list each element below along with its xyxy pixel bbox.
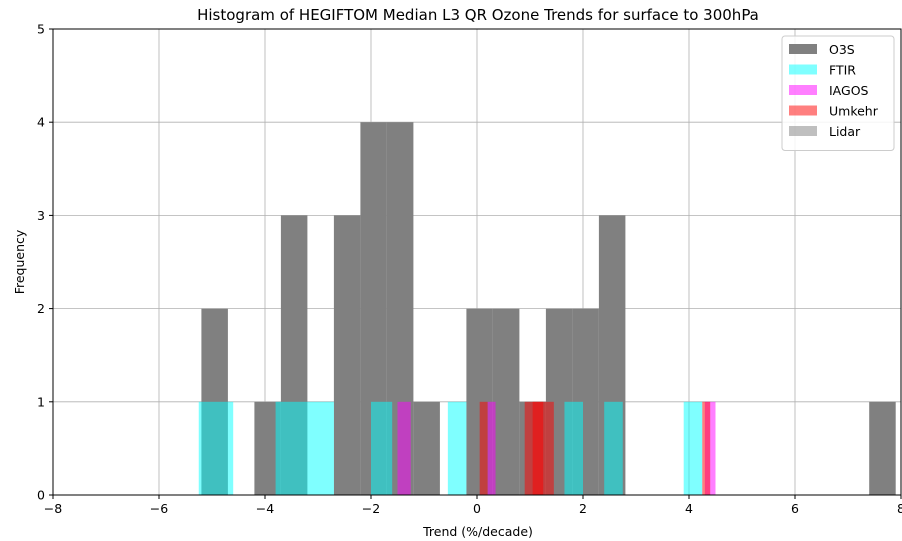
y-tick-label: 4 xyxy=(37,115,45,130)
bar-iagos xyxy=(487,401,496,495)
chart-title: Histogram of HEGIFTOM Median L3 QR Ozone… xyxy=(197,6,759,24)
x-tick-label: 2 xyxy=(579,501,587,516)
y-tick-label: 5 xyxy=(37,22,45,37)
bar-umkehr xyxy=(702,401,711,495)
x-tick-label: 4 xyxy=(685,501,693,516)
legend-swatch-lidar xyxy=(789,126,817,136)
bar-ftir xyxy=(564,401,583,495)
x-tick-label: −8 xyxy=(44,501,62,516)
legend-label-iagos: IAGOS xyxy=(829,83,869,98)
legend-label-lidar: Lidar xyxy=(829,124,861,139)
bar-iagos xyxy=(397,401,411,495)
bar-ftir xyxy=(447,401,467,495)
x-tick-label: 6 xyxy=(791,501,799,516)
y-tick-label: 3 xyxy=(37,208,45,223)
legend: O3S FTIR IAGOS Umkehr Lidar xyxy=(781,35,895,151)
legend-label-o3s: O3S xyxy=(829,42,855,57)
x-tick-label: −6 xyxy=(150,501,168,516)
bar-ftir xyxy=(371,401,393,495)
legend-label-ftir: FTIR xyxy=(829,63,856,78)
y-tick-label: 1 xyxy=(37,394,45,409)
x-tick-label: 8 xyxy=(897,501,902,516)
axis-ticks: −8 −6 −4 −2 0 2 4 6 8 0 1 2 3 4 5 xyxy=(37,22,902,517)
x-tick-label: −4 xyxy=(256,501,274,516)
legend-swatch-ftir xyxy=(789,64,817,75)
legend-label-umkehr: Umkehr xyxy=(829,104,879,119)
bar-umkehr xyxy=(479,401,488,495)
bar-ftir xyxy=(604,401,623,495)
legend-swatch-iagos xyxy=(789,85,817,95)
bar-umkehr xyxy=(532,401,544,495)
legend-swatch-umkehr xyxy=(789,105,817,116)
bar-o3s xyxy=(869,401,896,495)
legend-swatch-o3s xyxy=(789,44,817,54)
x-axis-label: Trend (%/decade) xyxy=(422,524,533,539)
bar-ftir xyxy=(198,401,234,495)
bar-ftir xyxy=(683,401,703,495)
x-tick-label: 0 xyxy=(473,501,481,516)
bar-ftir xyxy=(275,401,334,495)
histogram-bars xyxy=(198,122,896,495)
y-axis-label: Frequency xyxy=(12,229,27,294)
bar-o3s xyxy=(492,308,520,495)
y-tick-label: 0 xyxy=(37,488,45,503)
x-tick-label: −2 xyxy=(362,501,380,516)
bar-o3s xyxy=(333,215,361,495)
bar-o3s xyxy=(413,401,440,495)
y-tick-label: 2 xyxy=(37,301,45,316)
